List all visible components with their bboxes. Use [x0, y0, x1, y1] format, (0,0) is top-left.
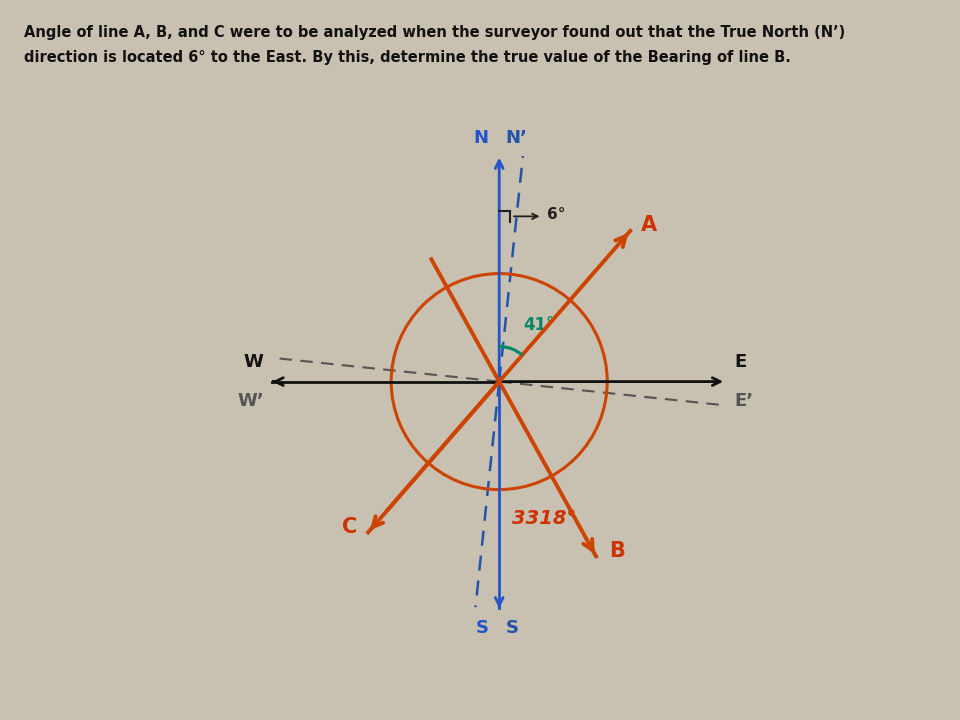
Text: B: B: [609, 541, 625, 561]
Text: E’: E’: [734, 392, 754, 410]
Text: Angle of line A, B, and C were to be analyzed when the surveyor found out that t: Angle of line A, B, and C were to be ana…: [24, 25, 845, 40]
Text: S: S: [506, 619, 518, 637]
Text: C: C: [342, 517, 357, 537]
Text: 41°: 41°: [523, 317, 555, 334]
Text: N’: N’: [506, 130, 528, 148]
Text: N: N: [473, 130, 489, 148]
Text: E: E: [734, 353, 747, 371]
Text: 3318°: 3318°: [513, 509, 576, 528]
Text: direction is located 6° to the East. By this, determine the true value of the Be: direction is located 6° to the East. By …: [24, 50, 791, 66]
Text: A: A: [641, 215, 658, 235]
Text: S: S: [475, 619, 489, 637]
Text: W: W: [244, 353, 264, 371]
Text: 6°: 6°: [547, 207, 565, 222]
Text: W’: W’: [237, 392, 264, 410]
